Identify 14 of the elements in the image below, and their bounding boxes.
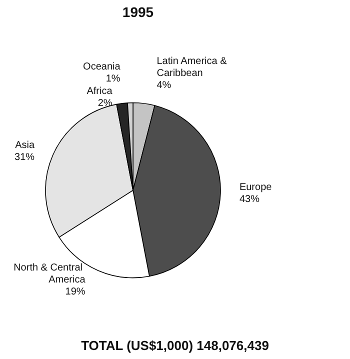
slice-label: North & Central America xyxy=(14,262,86,286)
slice-label: Latin America & Caribbean xyxy=(156,56,230,80)
data-label: 4% xyxy=(156,80,172,92)
slice-label: Africa xyxy=(86,86,113,98)
data-label: 2% xyxy=(98,98,112,110)
data-label: 19% xyxy=(65,286,86,298)
text: TOTAL (US$1,000) 148,076,439 xyxy=(81,338,269,353)
slice-label: Europe xyxy=(239,182,272,193)
slice-label: Oceania xyxy=(83,61,121,72)
slice-label: Asia xyxy=(15,140,35,152)
data-label: 43% xyxy=(239,194,260,205)
data-label: 1% xyxy=(106,73,120,84)
chart-title: 1995 xyxy=(122,4,154,20)
data-label: 31% xyxy=(14,152,35,164)
